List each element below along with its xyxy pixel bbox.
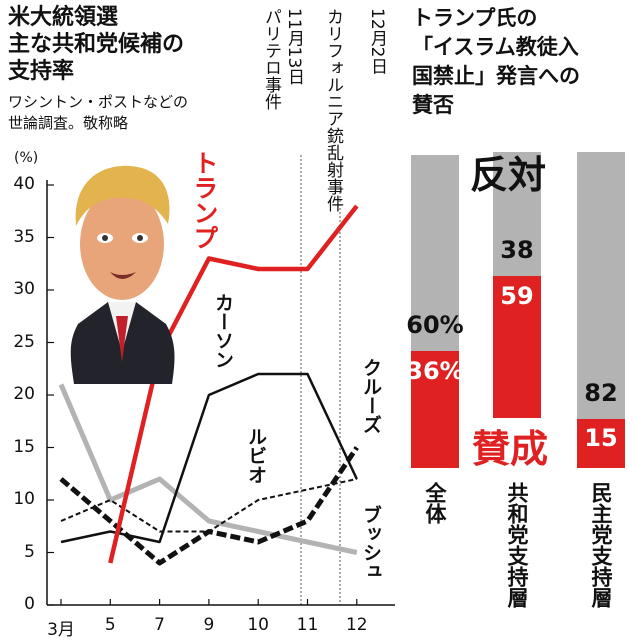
bar-support-democrat xyxy=(577,419,625,468)
x-tick-label: 12 xyxy=(345,615,368,635)
right-title-line-3: 国禁止」発言への xyxy=(412,64,580,88)
bar-oppose-all xyxy=(411,155,459,351)
event-date-california: 12月2日 xyxy=(367,8,387,75)
bar-oppose-value-republican: 38 xyxy=(500,235,534,264)
left-title-line-3: 支持率 xyxy=(8,59,75,84)
event-label-paris: パリテロ事件 xyxy=(261,8,281,110)
event-date-paris: 11月13日 xyxy=(284,8,304,86)
right-title-line-4: 賛否 xyxy=(412,93,454,117)
bar-support-value-democrat: 15 xyxy=(584,424,618,453)
series-line-trump xyxy=(108,204,359,564)
x-tick-label: 9 xyxy=(203,615,215,635)
series-label-cruz: クルーズ xyxy=(360,358,382,434)
series-label-trump: トランプ xyxy=(190,150,219,250)
right-title-line-2: 「イスラム教徒入 xyxy=(412,35,579,59)
trump-portrait xyxy=(70,165,175,384)
series-label-rubio: ルビオ xyxy=(245,427,267,484)
y-tick-label: 30 xyxy=(13,279,35,299)
bar-oppose-value-democrat: 82 xyxy=(584,379,618,408)
event-label-california: カリフォルニア銃乱射事件 xyxy=(323,8,343,212)
left-chart-title: 米大統領選 主な共和党候補の 支持率 xyxy=(8,4,184,85)
left-title-line-2: 主な共和党候補の xyxy=(8,32,185,57)
series-label-carson: カーソン xyxy=(212,293,234,369)
bar-category-all: 全体 xyxy=(423,482,447,524)
y-tick-label: 10 xyxy=(13,489,35,509)
x-tick-label: 5 xyxy=(104,615,116,635)
bar-oppose-value-all: 60% xyxy=(406,310,464,339)
y-tick-label: 0 xyxy=(24,594,35,614)
y-axis-unit: (%) xyxy=(14,150,39,166)
y-tick-label: 35 xyxy=(13,226,35,247)
right-chart-title: トランプ氏の 「イスラム教徒入 国禁止」発言への 賛否 xyxy=(412,4,580,120)
bar-support-value-all: 36% xyxy=(406,356,464,385)
bar-oppose-democrat xyxy=(577,151,625,420)
bar-support-all xyxy=(411,350,459,468)
y-tick-label: 15 xyxy=(13,436,35,457)
left-title-line-1: 米大統領選 xyxy=(8,5,119,30)
bar-category-democrat: 民主党支持層 xyxy=(589,482,613,608)
bar-category-republican: 共和党支持層 xyxy=(505,482,529,608)
y-tick-label: 5 xyxy=(24,541,35,562)
y-tick-label: 40 xyxy=(13,174,35,194)
legend-support: 賛成 xyxy=(468,418,553,473)
left-subtitle-line-2: 世論調査。敬称略 xyxy=(8,114,129,132)
bar-support-value-republican: 59 xyxy=(500,281,534,310)
y-tick-label: 25 xyxy=(13,331,35,352)
series-line-bush xyxy=(58,383,358,555)
x-tick-label: 11 xyxy=(296,615,319,635)
line-chart xyxy=(46,155,395,606)
left-subtitle-line-1: ワシントン・ポストなどの xyxy=(8,93,189,111)
x-tick-label: 7 xyxy=(154,615,165,635)
right-title-line-1: トランプ氏の xyxy=(412,6,538,30)
series-label-bush: ブッシュ xyxy=(360,505,382,581)
left-chart-subtitle: ワシントン・ポストなどの 世論調査。敬称略 xyxy=(8,92,188,134)
legend-oppose: 反対 xyxy=(470,153,547,197)
y-tick-label: 20 xyxy=(13,384,35,404)
x-tick-label: 3月 xyxy=(47,620,75,640)
x-tick-label: 10 xyxy=(247,615,269,635)
series-line-cruz xyxy=(59,446,359,566)
bar-oppose-republican xyxy=(493,151,541,276)
